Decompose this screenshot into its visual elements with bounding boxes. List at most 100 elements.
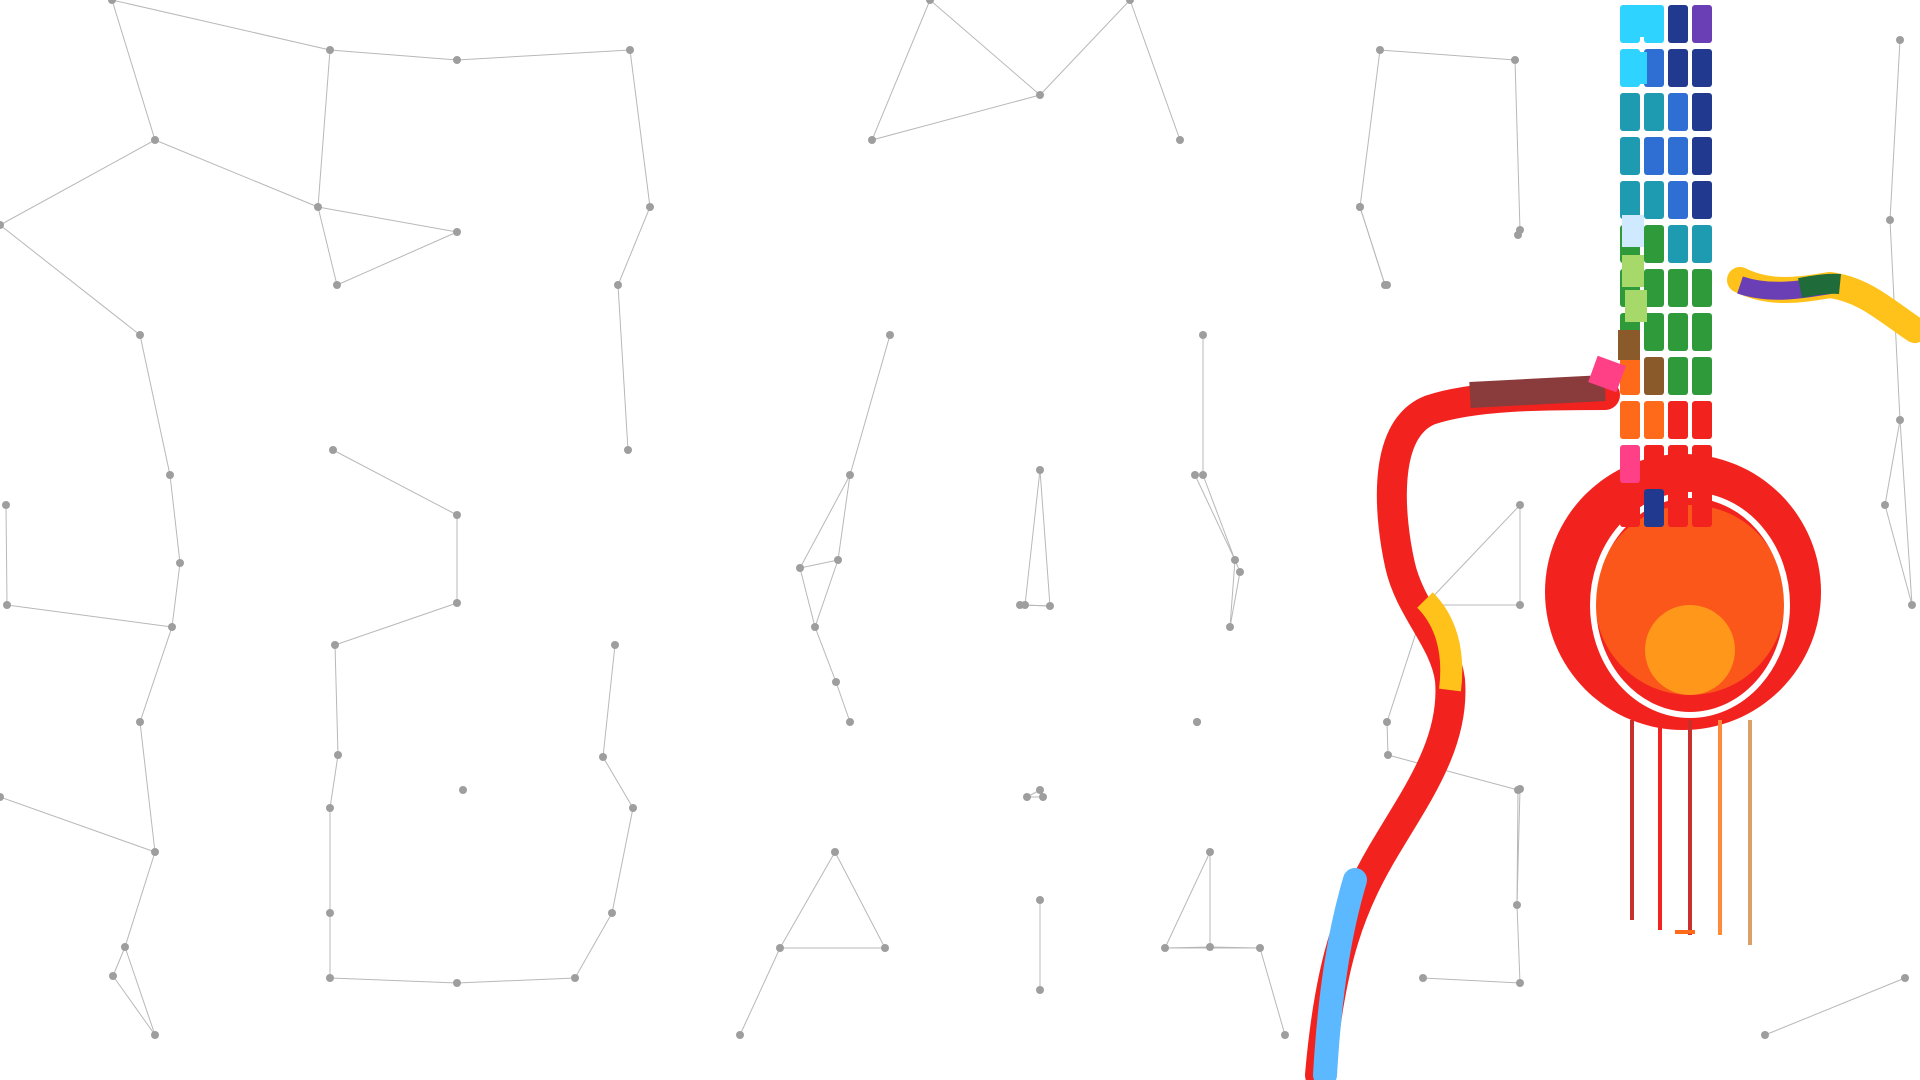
network-node [326,804,334,812]
network-line [1379,49,1516,61]
fret-tile [1668,489,1688,527]
network-node [1901,974,1909,982]
network-line [1764,977,1906,1036]
network-node [926,0,934,4]
network-node [1236,568,1244,576]
network-node [326,909,334,917]
fret-tile [1692,489,1712,527]
network-line [1387,754,1519,791]
network-node [1036,466,1044,474]
fret-tile [1620,357,1640,395]
network-line [1194,474,1236,561]
fret-tile [1644,401,1664,439]
fret-tile [1692,313,1712,351]
network-node [109,972,117,980]
network-line [617,284,629,451]
fret-tile [1644,445,1664,483]
network-node [2,501,10,509]
network-line [929,0,1041,96]
guitar-soundhole-ring [1590,492,1790,718]
network-node [151,136,159,144]
network-line [5,504,8,606]
network-node [136,718,144,726]
network-node [1036,896,1044,904]
network-line [6,604,173,628]
network-line [1422,977,1521,984]
fret-tile [1644,313,1664,351]
network-line [739,947,781,1036]
network-line [171,562,181,628]
fret-tile [1644,49,1664,87]
network-node [776,944,784,952]
network-node [811,623,819,631]
network-line [835,681,851,723]
network-line [602,756,634,809]
guitar-body-outline-top [1469,375,1606,408]
network-line [332,449,458,516]
guitar-strap-mid [1798,273,1841,298]
network-line [611,807,634,914]
network-line [1889,39,1901,221]
network-line [814,626,837,683]
fret-tile [1644,93,1664,131]
fret-tile [1668,225,1688,263]
network-node [1896,36,1904,44]
network-node [1513,901,1521,909]
network-line [1259,947,1286,1036]
headstock-tile [1622,255,1644,287]
fret-tile [1644,489,1664,527]
network-node [453,599,461,607]
network-node [334,751,342,759]
fret-tile [1644,5,1664,43]
network-line [112,975,156,1036]
fret-tile [1620,137,1640,175]
network-line [336,231,458,286]
guitar-drips [1630,720,1752,945]
fret-tile [1644,357,1664,395]
network-line [317,206,338,286]
network-line [329,49,458,61]
network-line [1039,469,1051,607]
network-node [626,46,634,54]
fret-tile [1692,137,1712,175]
network-line [329,977,458,984]
fret-tile [1692,49,1712,87]
network-line [1202,474,1236,561]
network-line [139,721,156,853]
headstock-tile [1625,5,1647,37]
network-line [139,334,171,476]
network-node [329,446,337,454]
fret-tile [1668,445,1688,483]
fret-tile [1692,225,1712,263]
network-node [326,46,334,54]
network-line [456,49,631,61]
network-node [1231,556,1239,564]
network-node [1516,979,1524,987]
network-node [1908,601,1916,609]
network-node [166,471,174,479]
fret-tile [1692,445,1712,483]
fret-tile [1644,225,1664,263]
network-line [1229,571,1241,628]
network-node [1191,471,1199,479]
network-node [1356,203,1364,211]
network-node [453,979,461,987]
network-line [834,851,886,949]
network-node [846,718,854,726]
fret-tile [1620,401,1640,439]
network-node [1126,0,1134,4]
network-node [881,944,889,952]
network-line [849,334,891,476]
guitar-body-outline-accent [1416,592,1463,692]
guitar-soundhole-glow [1595,505,1785,695]
network-node [333,281,341,289]
network-node [176,559,184,567]
network-line [871,94,1041,141]
headstock-tile [1625,52,1647,84]
network-node [453,228,461,236]
network-node [1039,793,1047,801]
fret-tile [1668,357,1688,395]
network-node [614,281,622,289]
network-line [124,851,156,948]
